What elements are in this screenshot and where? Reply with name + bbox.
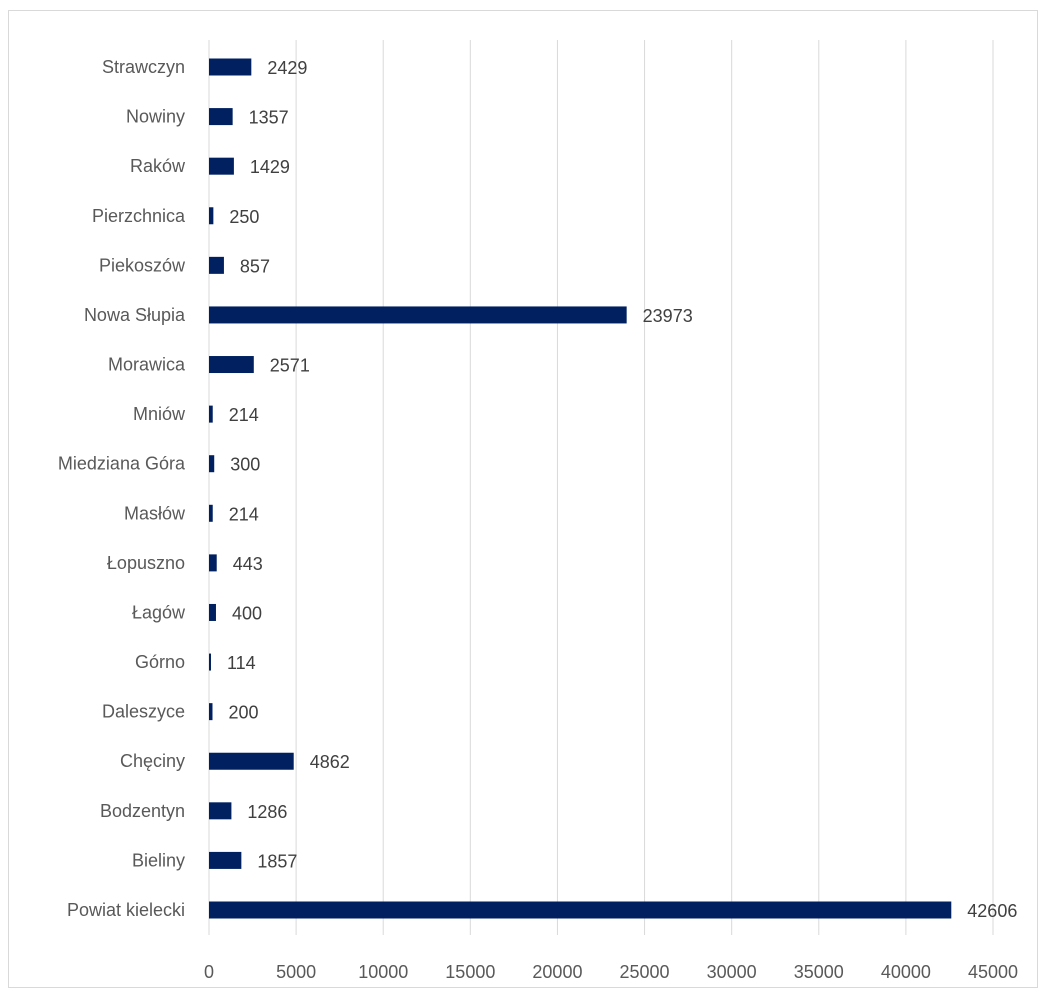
category-label: Piekoszów (99, 255, 186, 275)
x-tick-label: 35000 (794, 962, 844, 982)
data-label: 4862 (310, 752, 350, 772)
category-label: Strawczyn (102, 57, 185, 77)
bar (209, 901, 952, 919)
category-label: Nowa Słupia (84, 305, 186, 325)
bar (209, 752, 294, 770)
bar (209, 306, 627, 324)
bar (209, 108, 233, 126)
bar (209, 157, 234, 175)
category-label: Nowiny (126, 107, 185, 127)
x-tick-label: 40000 (881, 962, 931, 982)
data-labels: 2429 1357 1429 250 857 23973 2571 214 300 214 443 4… (227, 58, 1017, 921)
category-labels: Strawczyn Nowiny Raków Pierzchnica Piekoszów… (58, 57, 186, 920)
data-label: 214 (229, 405, 259, 425)
x-tick-label: 0 (204, 962, 214, 982)
bar (209, 455, 215, 473)
data-label: 1286 (247, 802, 287, 822)
data-label: 250 (229, 207, 259, 227)
category-label: Górno (135, 652, 185, 672)
data-label: 214 (229, 504, 259, 524)
x-tick-label: 20000 (532, 962, 582, 982)
x-tick-label: 15000 (445, 962, 495, 982)
category-label: Daleszyce (102, 702, 185, 722)
bar (209, 703, 213, 721)
bar (209, 356, 254, 374)
category-label: Morawica (108, 355, 186, 375)
bar (209, 504, 213, 522)
data-label: 1857 (257, 851, 297, 871)
category-label: Bieliny (132, 850, 185, 870)
data-label: 23973 (643, 306, 693, 326)
bars (209, 58, 952, 919)
bar (209, 58, 252, 76)
category-label: Chęciny (120, 751, 185, 771)
data-label: 2571 (270, 356, 310, 376)
data-label: 114 (227, 653, 256, 673)
data-label: 2429 (267, 58, 307, 78)
bar (209, 851, 242, 869)
category-label: Powiat kielecki (67, 900, 185, 920)
category-label: Masłów (124, 503, 186, 523)
chart-frame (8, 10, 1038, 988)
bar (209, 653, 211, 671)
category-label: Pierzchnica (92, 206, 186, 226)
data-label: 443 (233, 554, 263, 574)
bar (209, 802, 232, 820)
bar (209, 207, 214, 225)
category-label: Bodzentyn (100, 801, 185, 821)
bar (209, 554, 217, 572)
category-label: Miedziana Góra (58, 454, 186, 474)
category-label: Raków (130, 156, 186, 176)
data-label: 857 (240, 256, 270, 276)
bar (209, 603, 216, 621)
category-label: Mniów (133, 404, 186, 424)
bar (209, 405, 213, 423)
x-tick-label: 45000 (968, 962, 1018, 982)
bar (209, 256, 224, 274)
data-label: 300 (230, 455, 260, 475)
grid-lines (208, 40, 994, 935)
data-label: 1429 (250, 157, 290, 177)
x-tick-label: 30000 (707, 962, 757, 982)
data-label: 42606 (967, 901, 1017, 921)
data-label: 400 (232, 603, 262, 623)
x-axis-tick-labels: 0 5000 10000 15000 20000 25000 30000 35000 40000… (204, 962, 1018, 982)
data-label: 1357 (249, 108, 289, 128)
x-tick-label: 5000 (276, 962, 316, 982)
category-label: Łopuszno (107, 553, 185, 573)
x-tick-label: 25000 (620, 962, 670, 982)
data-label: 200 (228, 703, 258, 723)
x-tick-label: 10000 (358, 962, 408, 982)
category-label: Łagów (132, 602, 186, 622)
